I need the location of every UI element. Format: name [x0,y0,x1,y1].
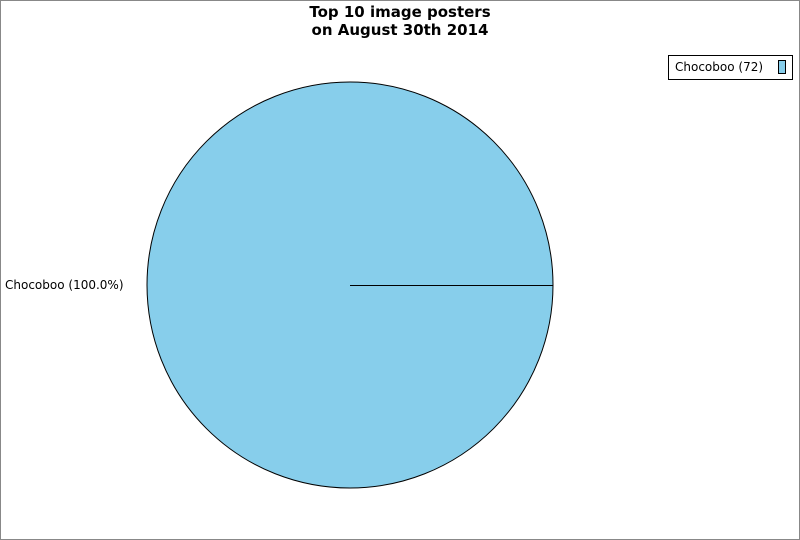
chart-title-line-1: Top 10 image posters [309,3,490,21]
slice-label: Chocoboo (100.0%) [5,278,124,292]
legend-swatch [778,60,786,74]
legend-entry-label: Chocoboo (72) [675,60,763,74]
chart-title-line-2: on August 30th 2014 [312,21,489,39]
legend-box [668,55,793,80]
legend: Chocoboo (72) [668,55,793,80]
